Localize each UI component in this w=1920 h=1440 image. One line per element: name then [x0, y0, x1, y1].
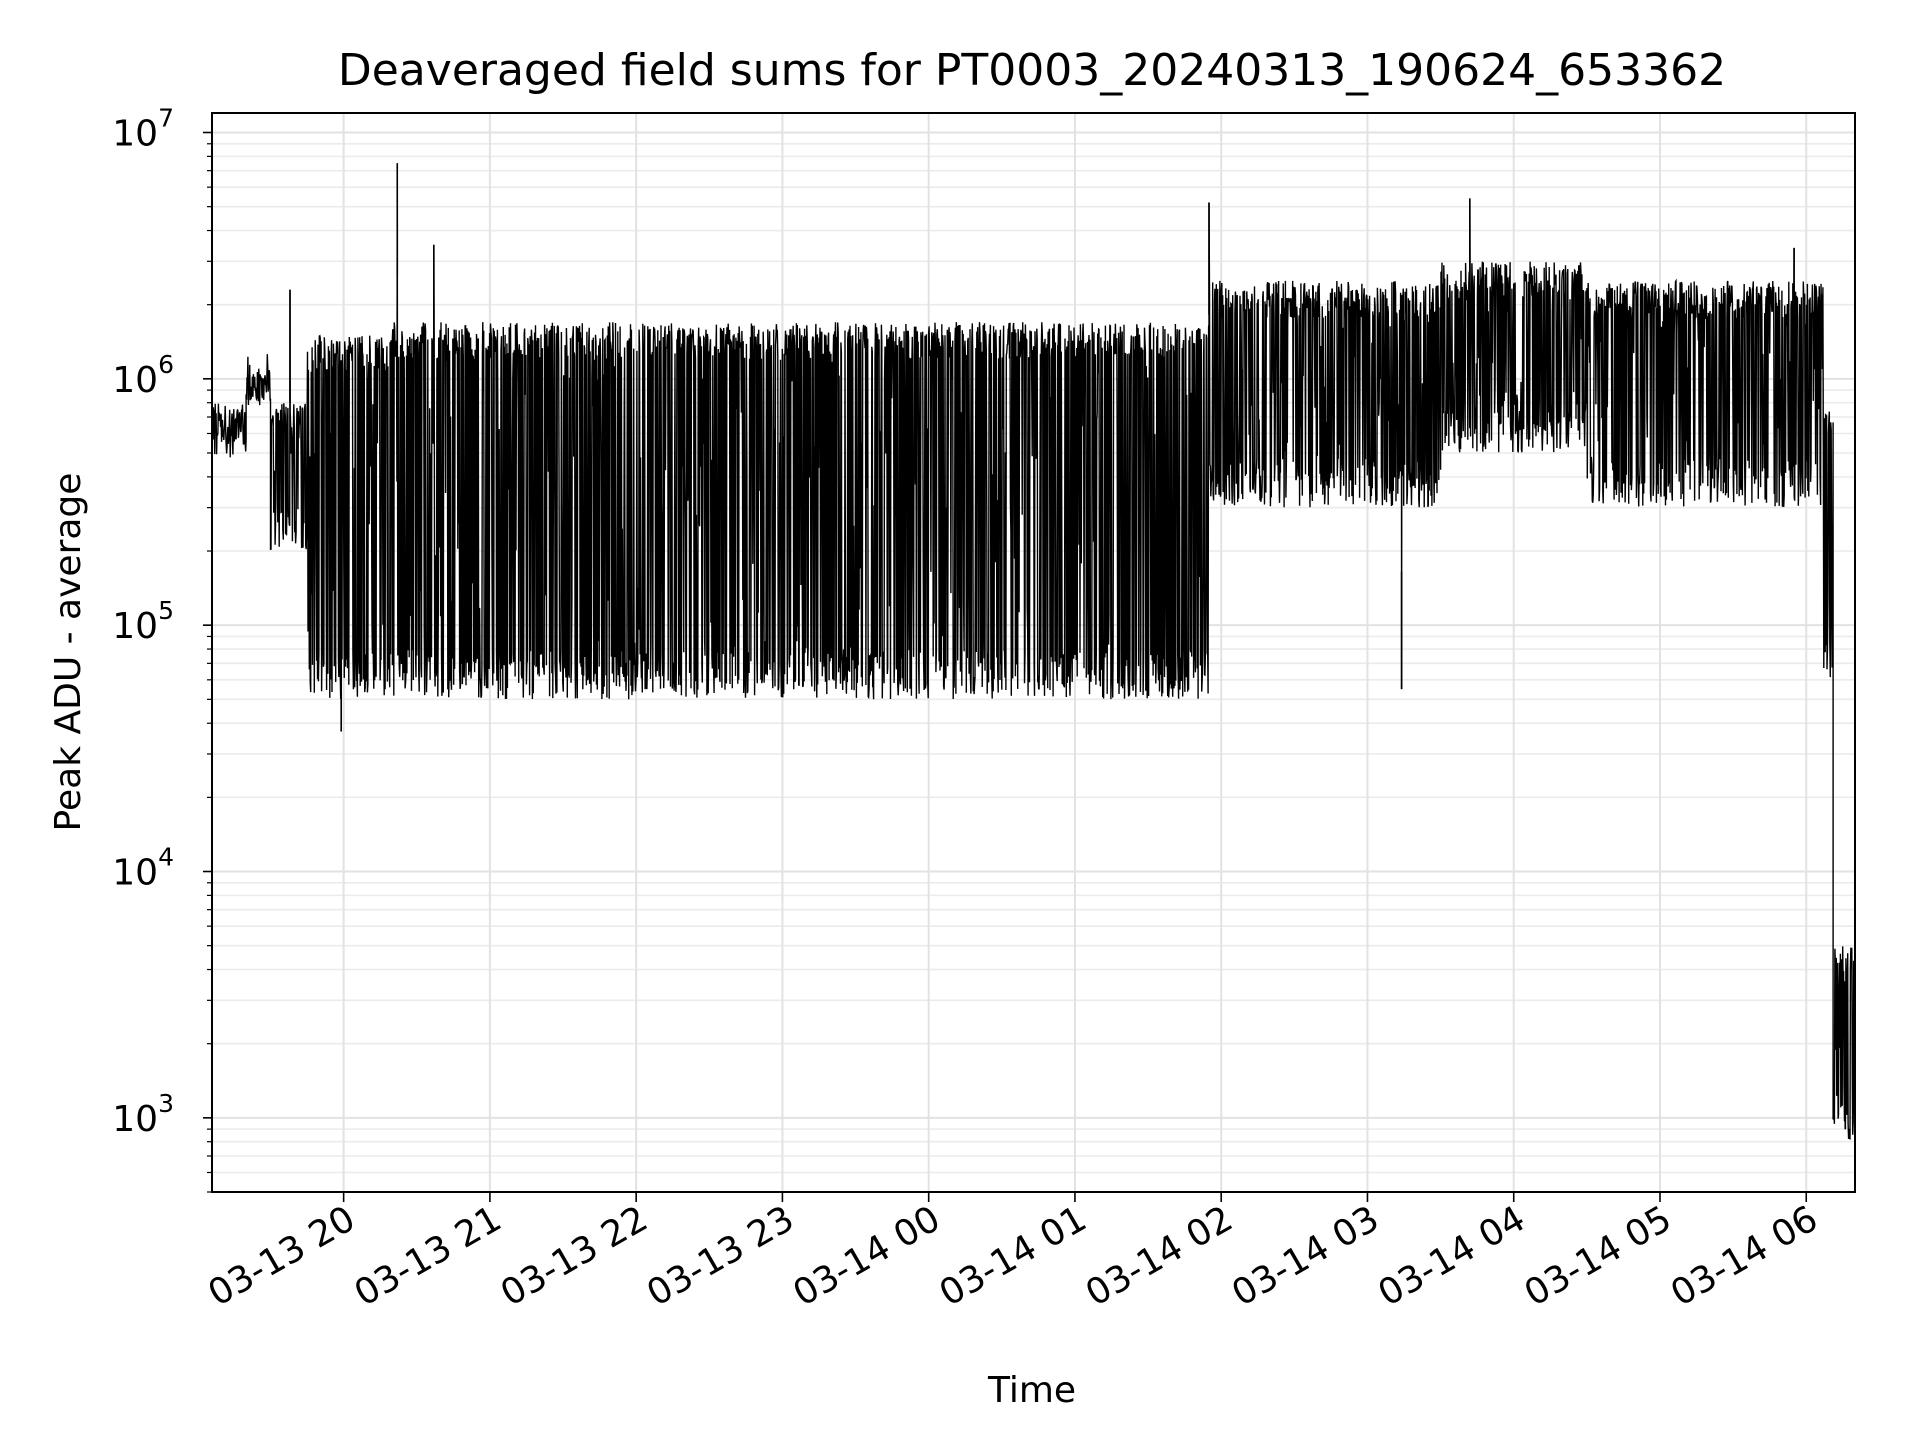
x-tick-label: 03-14 06	[1664, 1198, 1825, 1314]
x-tick-label: 03-14 04	[1372, 1198, 1533, 1314]
x-tick-label: 03-13 21	[348, 1198, 509, 1314]
x-tick-label: 03-13 22	[494, 1198, 655, 1314]
y-tick-label: 105	[112, 596, 174, 647]
chart-title: Deaveraged field sums for PT0003_2024031…	[338, 45, 1726, 96]
data-line-group	[211, 163, 1856, 1145]
y-tick-label: 106	[112, 350, 174, 401]
x-tick-label: 03-13 23	[640, 1198, 801, 1314]
x-tick-label: 03-14 03	[1225, 1198, 1386, 1314]
x-tick-label: 03-14 00	[787, 1198, 948, 1314]
x-axis-label: Time	[987, 1370, 1076, 1411]
x-tick-label: 03-14 05	[1518, 1198, 1679, 1314]
plot-frame	[211, 112, 1856, 1193]
x-tick-label: 03-14 02	[1079, 1198, 1240, 1314]
y-tick-label: 103	[112, 1089, 174, 1140]
y-tick-label: 107	[112, 104, 174, 155]
x-tick-label: 03-14 01	[933, 1198, 1094, 1314]
y-axis: 103 104 105 106 107	[112, 104, 212, 1193]
data-series-line	[211, 163, 1856, 1145]
y-tick-label: 104	[112, 843, 174, 894]
x-tick-label: 03-13 20	[201, 1198, 362, 1314]
y-axis-label: Peak ADU - average	[48, 473, 89, 832]
